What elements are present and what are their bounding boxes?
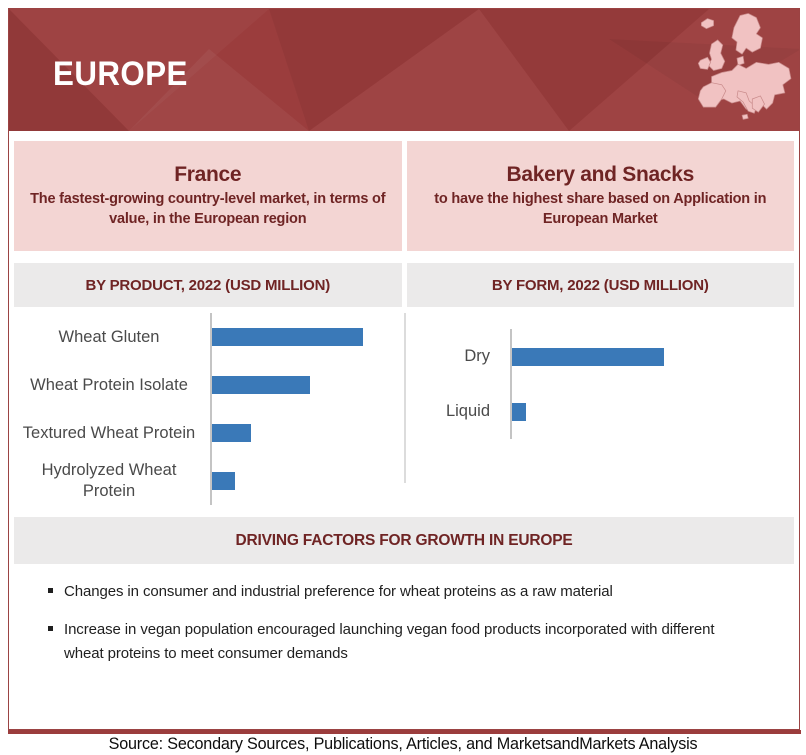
bar-chart-by-form: Dry Liquid: [404, 329, 794, 439]
chart-row: Dry: [404, 329, 794, 384]
section-header-by-product: BY PRODUCT, 2022 (USD MILLION): [14, 263, 402, 307]
bar: [512, 347, 664, 366]
bar: [212, 328, 363, 346]
driving-factor-item: Changes in consumer and industrial prefe…: [42, 580, 744, 603]
driving-factors-list: Changes in consumer and industrial prefe…: [42, 580, 744, 665]
category-label: Dry: [464, 347, 490, 366]
europe-map-icon: [681, 13, 793, 131]
chart-axis-track: [210, 409, 404, 457]
highlight-title: Bakery and Snacks: [506, 162, 694, 186]
chart-divider: [404, 313, 406, 483]
chart-axis-track: [510, 384, 794, 439]
highlight-title: France: [174, 162, 242, 186]
driving-factors-header: DRIVING FACTORS FOR GROWTH IN EUROPE: [14, 517, 794, 564]
chart-row: Wheat Gluten: [14, 313, 404, 361]
europe-map-icon: [697, 13, 792, 120]
chart-row: Liquid: [404, 384, 794, 439]
driving-factor-item: Increase in vegan population encouraged …: [42, 618, 744, 665]
highlight-subtitle: The fastest-growing country-level market…: [30, 190, 386, 227]
category-label: Wheat Gluten: [58, 327, 160, 346]
chart-row: Textured Wheat Protein: [14, 409, 404, 457]
category-label: Wheat Protein Isolate: [30, 375, 188, 394]
footer-divider-line: [8, 730, 801, 734]
highlight-box-bakery-snacks: Bakery and Snacks to have the highest sh…: [406, 141, 794, 251]
source-attribution: Source: Secondary Sources, Publications,…: [108, 734, 698, 753]
chart-row: Hydrolyzed Wheat Protein: [14, 457, 404, 505]
charts-row: Wheat Gluten Wheat Protein Isolate Texture…: [14, 307, 794, 509]
bar: [212, 472, 235, 490]
section-header-by-form: BY FORM, 2022 (USD MILLION): [406, 263, 794, 307]
chart-by-form: Dry Liquid: [404, 307, 794, 509]
driving-factor-text: Changes in consumer and industrial prefe…: [64, 583, 613, 600]
category-label: Hydrolyzed Wheat Protein: [41, 461, 177, 500]
bar-chart-by-product: Wheat Gluten Wheat Protein Isolate Texture…: [14, 313, 404, 505]
bullet-square-icon: [48, 626, 53, 632]
chart-axis-track: [210, 457, 404, 505]
header-triangle-pattern: [9, 9, 799, 131]
section-header-row: BY PRODUCT, 2022 (USD MILLION) BY FORM, …: [14, 263, 794, 307]
content-area: France The fastest-growing country-level…: [9, 141, 799, 665]
highlight-subtitle: to have the highest share based on Appli…: [434, 190, 767, 227]
highlight-box-france: France The fastest-growing country-level…: [14, 141, 402, 251]
bullet-square-icon: [48, 588, 53, 593]
driving-factor-text: Increase in vegan population encouraged …: [64, 621, 715, 662]
bar: [212, 424, 251, 442]
category-label: Textured Wheat Protein: [22, 423, 196, 442]
chart-axis-track: [210, 361, 404, 409]
bar: [512, 402, 526, 421]
category-label: Liquid: [445, 402, 490, 421]
chart-row: Wheat Protein Isolate: [14, 361, 404, 409]
highlight-boxes-row: France The fastest-growing country-level…: [14, 141, 794, 251]
page-title: EUROPE: [53, 55, 188, 93]
bar: [212, 376, 310, 394]
chart-axis-track: [510, 329, 794, 384]
chart-by-product: Wheat Gluten Wheat Protein Isolate Texture…: [14, 307, 404, 509]
chart-axis-track: [210, 313, 404, 361]
region-header-banner: EUROPE: [9, 9, 799, 131]
page-frame: EUROPE: [8, 8, 800, 730]
